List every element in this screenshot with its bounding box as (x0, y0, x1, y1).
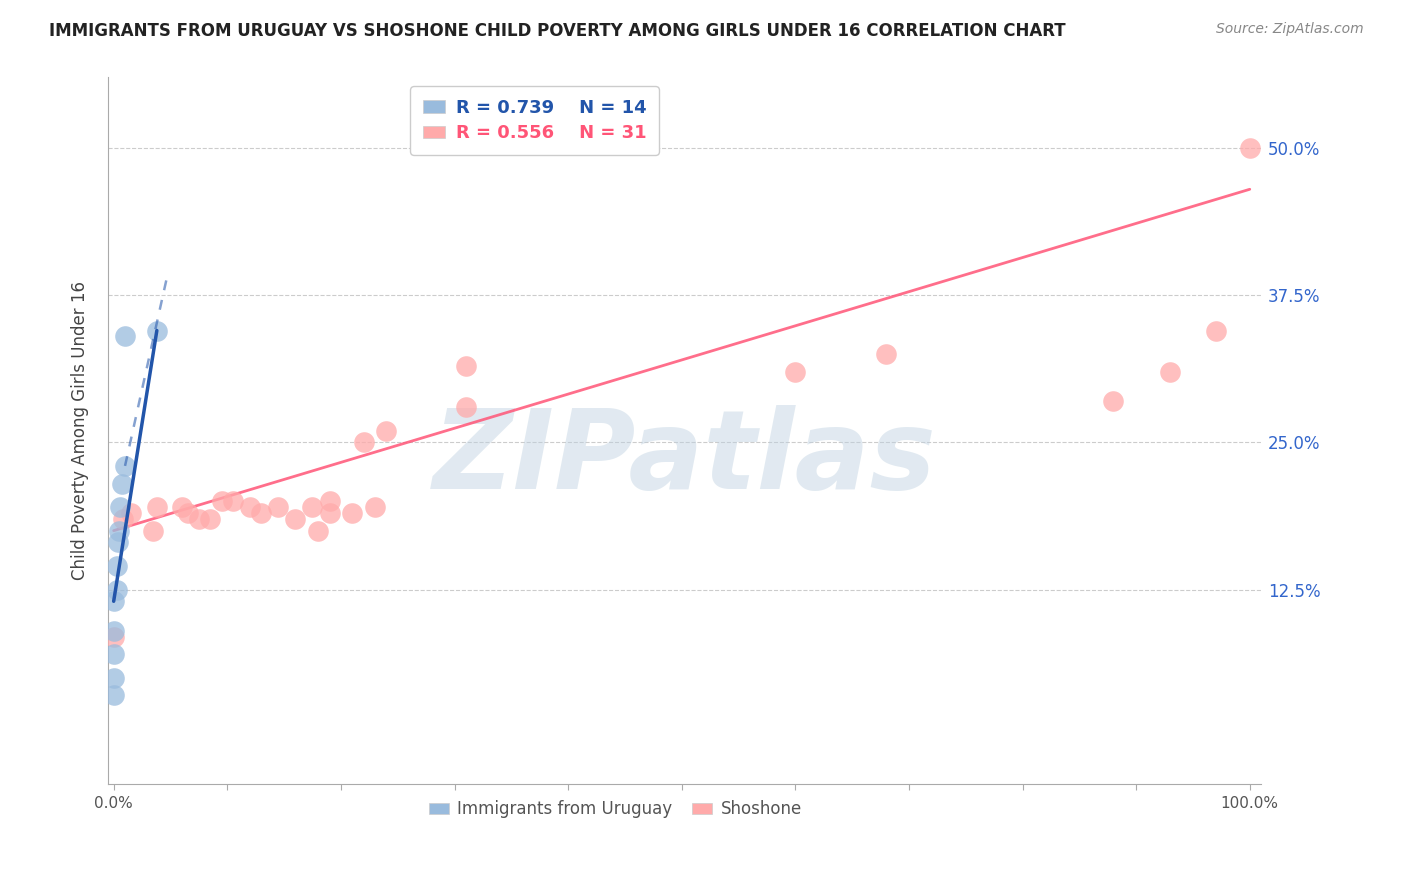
Text: ZIPatlas: ZIPatlas (433, 405, 936, 512)
Point (284, 512, 307, 526)
Point (454, 400, 477, 414)
Point (239, 500, 262, 515)
Point (114, 329, 136, 343)
Point (307, 524, 329, 538)
Point (111, 512, 134, 526)
Point (454, 359, 477, 373)
Point (250, 506, 273, 520)
Y-axis label: Child Poverty Among Girls Under 16: Child Poverty Among Girls Under 16 (72, 281, 89, 580)
Point (111, 476, 134, 491)
Point (1205, 324, 1227, 338)
Point (267, 500, 290, 515)
Point (110, 500, 132, 515)
Point (353, 435, 375, 450)
Point (200, 512, 222, 526)
Point (105, 582, 128, 597)
Point (1159, 365, 1181, 379)
Point (103, 689, 125, 703)
Point (875, 347, 897, 361)
Point (103, 594, 125, 608)
Point (105, 558, 128, 573)
Point (142, 524, 165, 538)
Point (785, 365, 807, 379)
Point (364, 500, 387, 515)
Text: IMMIGRANTS FROM URUGUAY VS SHOSHONE CHILD POVERTY AMONG GIRLS UNDER 16 CORRELATI: IMMIGRANTS FROM URUGUAY VS SHOSHONE CHIL… (49, 22, 1066, 40)
Point (103, 647, 125, 661)
Legend: Immigrants from Uruguay, Shoshone: Immigrants from Uruguay, Shoshone (422, 794, 808, 825)
Point (318, 506, 340, 520)
Point (103, 630, 125, 644)
Point (170, 500, 193, 515)
Point (114, 458, 136, 473)
Point (1239, 141, 1261, 155)
Text: Source: ZipAtlas.com: Source: ZipAtlas.com (1216, 22, 1364, 37)
Point (120, 506, 142, 520)
Point (103, 624, 125, 638)
Point (301, 500, 323, 515)
Point (1102, 394, 1125, 409)
Point (103, 671, 125, 685)
Point (108, 524, 131, 538)
Point (146, 500, 169, 515)
Point (187, 512, 209, 526)
Point (107, 535, 129, 549)
Point (222, 494, 245, 508)
Point (146, 324, 169, 338)
Point (375, 424, 398, 438)
Point (342, 506, 364, 520)
Point (176, 506, 198, 520)
Point (318, 494, 340, 508)
Point (211, 494, 233, 508)
